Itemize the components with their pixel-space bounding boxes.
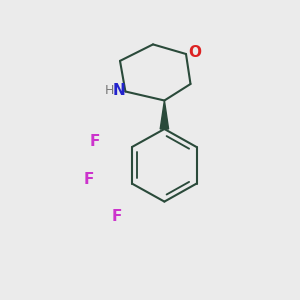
Text: N: N [112, 83, 125, 98]
Text: F: F [83, 172, 94, 188]
Polygon shape [160, 100, 169, 129]
Text: F: F [112, 209, 122, 224]
Text: O: O [188, 45, 201, 60]
Text: H: H [105, 84, 115, 97]
Text: F: F [89, 134, 100, 148]
